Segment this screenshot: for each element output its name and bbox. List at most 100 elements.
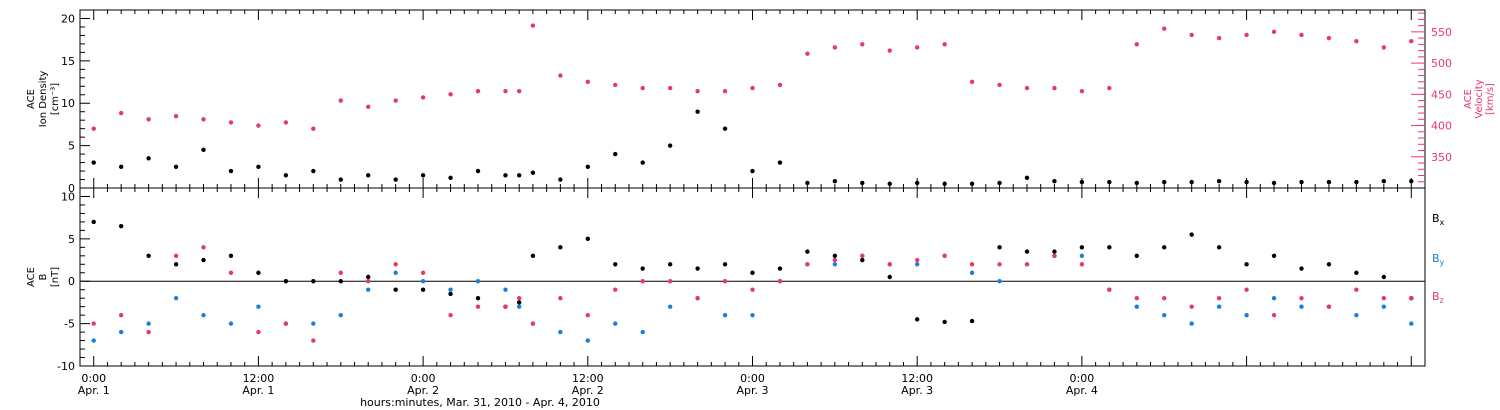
data-point — [860, 180, 865, 186]
data-point — [1244, 312, 1249, 318]
data-point — [201, 245, 206, 250]
data-point — [283, 321, 289, 326]
data-point — [256, 123, 261, 128]
data-point — [1326, 179, 1332, 185]
data-point — [887, 181, 892, 186]
data-point — [613, 262, 618, 267]
data-point — [1134, 42, 1139, 47]
data-point — [420, 95, 426, 100]
data-point — [503, 173, 508, 178]
data-point — [91, 338, 96, 343]
data-point — [942, 319, 947, 325]
data-point — [91, 321, 96, 326]
top-left-label-line-2: Ion Density — [38, 71, 49, 128]
data-point — [118, 329, 124, 335]
data-point — [1079, 262, 1085, 267]
data-point — [311, 321, 316, 326]
data-point — [942, 181, 947, 186]
data-point — [283, 173, 289, 178]
top-right-label-line-3: [km/s] — [1485, 83, 1496, 115]
data-point — [805, 51, 810, 56]
data-point — [228, 321, 234, 326]
data-point — [338, 270, 343, 275]
top-right-axis-ticks: 350 400 450 500 550 — [1411, 12, 1452, 183]
data-point — [914, 257, 920, 263]
data-point — [1409, 39, 1414, 44]
data-point — [887, 262, 892, 267]
y-tick-label: -5 — [64, 318, 75, 331]
bottom-panel-frame — [79, 187, 1426, 367]
data-point — [448, 312, 453, 318]
y-tick-label: 400 — [1431, 120, 1452, 133]
data-point — [201, 117, 206, 122]
data-point — [475, 304, 481, 309]
data-point — [805, 249, 810, 254]
data-point — [1271, 29, 1277, 35]
data-point — [311, 126, 316, 131]
data-point — [146, 321, 151, 326]
data-point — [1271, 295, 1277, 301]
data-point — [695, 109, 700, 114]
data-point — [558, 245, 563, 250]
x-tick-date-label: Apr. 2 — [407, 384, 439, 397]
data-point — [1299, 295, 1304, 301]
data-point — [997, 82, 1002, 88]
data-point — [1354, 39, 1359, 44]
data-point — [1271, 180, 1277, 186]
data-point — [516, 300, 522, 305]
data-point — [173, 113, 179, 119]
x-axis-title: hours:minutes, Mar. 31, 2010 - Apr. 4, 2… — [360, 396, 600, 409]
series-left — [91, 109, 1414, 186]
data-point — [1079, 179, 1085, 185]
data-point — [1354, 179, 1359, 185]
data-point — [969, 181, 975, 186]
data-point — [585, 338, 591, 343]
data-point — [1052, 249, 1057, 254]
data-point — [832, 45, 838, 50]
data-point — [338, 98, 343, 103]
data-point — [942, 42, 947, 47]
data-point — [1162, 245, 1167, 250]
top-x-axis-ticks — [79, 10, 1426, 188]
data-point — [695, 266, 700, 271]
data-point — [1409, 321, 1414, 326]
x-tick-time-label: 12:00 — [901, 372, 933, 385]
data-point — [173, 295, 179, 301]
data-point — [173, 253, 179, 259]
data-point — [530, 253, 536, 259]
data-point — [311, 279, 316, 284]
data-point — [448, 92, 453, 97]
data-point — [91, 160, 96, 165]
data-point — [1134, 253, 1139, 259]
data-point — [558, 329, 563, 335]
legend-entry: By — [1432, 252, 1445, 267]
top-right-label-line-1: ACE — [1463, 89, 1474, 109]
data-point — [887, 274, 892, 280]
y-tick-label: 5 — [68, 140, 75, 153]
data-point — [1381, 274, 1387, 280]
data-point — [1409, 295, 1414, 301]
data-point — [1189, 321, 1194, 326]
series-Bx — [91, 219, 1414, 325]
data-point — [1244, 32, 1249, 38]
data-point — [750, 85, 755, 91]
data-point — [366, 274, 371, 280]
series-By — [91, 253, 1414, 343]
data-point — [997, 245, 1002, 250]
data-point — [448, 287, 453, 292]
data-point — [914, 262, 920, 267]
data-point — [516, 88, 522, 94]
data-point — [1024, 249, 1030, 254]
data-point — [228, 253, 234, 259]
data-point — [448, 175, 453, 181]
data-point — [530, 170, 536, 175]
data-point — [201, 257, 206, 263]
data-point — [585, 312, 591, 318]
data-point — [420, 279, 426, 284]
data-point — [1024, 175, 1030, 181]
data-point — [695, 88, 700, 94]
data-point — [1189, 232, 1194, 237]
data-point — [613, 82, 618, 88]
data-point — [503, 287, 508, 292]
